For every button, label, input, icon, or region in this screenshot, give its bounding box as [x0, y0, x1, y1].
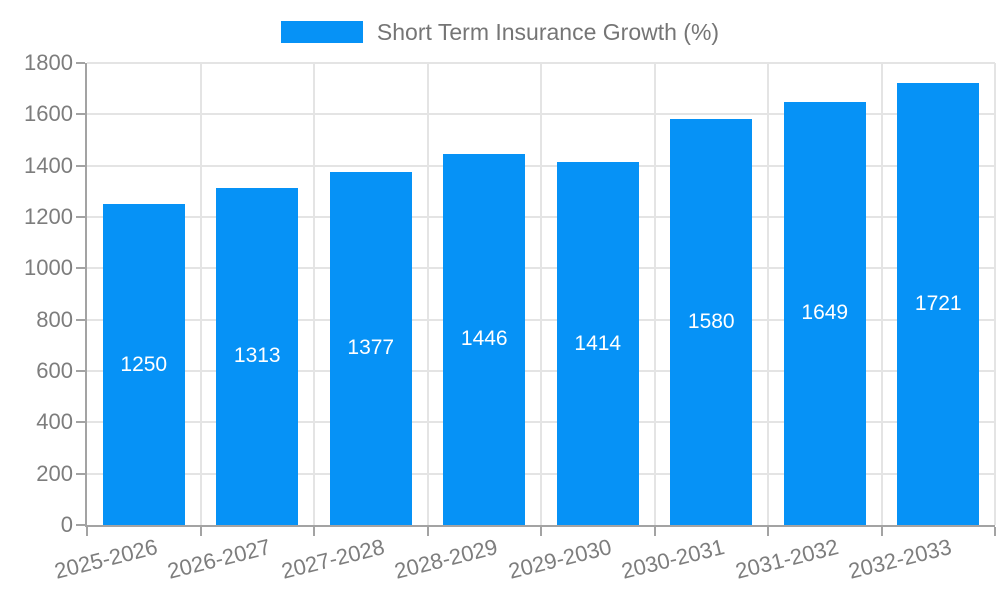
x-gridline: [199, 63, 202, 525]
x-axis-label: 2025-2026: [51, 534, 160, 584]
bar-value-label: 1377: [347, 336, 395, 360]
y-tick-mark: [76, 216, 85, 218]
y-tick-mark: [76, 113, 85, 116]
y-axis-label: 1000: [24, 255, 73, 281]
bar-value-label: 1721: [914, 292, 962, 316]
x-tick-mark: [199, 527, 202, 536]
bar: [783, 101, 866, 525]
x-axis-label: 2031-2032: [732, 534, 841, 584]
y-axis-label: 600: [36, 358, 73, 383]
bar: [102, 204, 185, 525]
y-tick-mark: [76, 62, 85, 64]
x-gridline: [767, 63, 769, 525]
y-tick-mark: [76, 472, 85, 475]
bar: [670, 119, 753, 525]
x-axis-label: 2029-2030: [505, 534, 614, 584]
y-axis-label: 400: [36, 409, 73, 435]
x-tick-mark: [653, 527, 656, 536]
legend-label: Short Term Insurance Growth (%): [376, 18, 720, 45]
x-tick-mark: [540, 527, 542, 536]
x-gridline: [540, 63, 542, 525]
y-tick-mark: [76, 318, 85, 321]
bar-value-label: 1446: [460, 327, 508, 351]
legend[interactable]: Short Term Insurance Growth (%): [0, 18, 1000, 46]
x-gridline: [426, 63, 429, 525]
bar: [329, 171, 412, 525]
x-gridline: [880, 63, 883, 525]
x-gridline: [653, 63, 656, 525]
bar-value-label: 1414: [574, 331, 622, 355]
y-axis-label: 0: [60, 512, 73, 537]
y-tick-mark: [76, 421, 85, 424]
x-tick-mark: [767, 527, 769, 536]
bar-value-label: 1649: [801, 301, 849, 325]
y-tick-mark: [76, 164, 85, 167]
y-axis-label: 800: [36, 306, 73, 332]
y-axis-label: 1200: [24, 204, 73, 229]
y-tick-mark: [76, 370, 85, 372]
bar-value-label: 1313: [233, 344, 281, 368]
bar-value-label: 1250: [120, 352, 168, 376]
y-axis-label: 1800: [24, 50, 73, 75]
y-axis-label: 1400: [24, 152, 73, 178]
bar: [556, 162, 639, 525]
bar: [443, 153, 526, 525]
x-tick-mark: [426, 527, 429, 536]
x-axis-label: 2027-2028: [278, 534, 387, 584]
x-axis-label: 2032-2033: [845, 534, 955, 584]
x-tick-mark: [86, 527, 88, 536]
legend-swatch-icon: [280, 21, 363, 43]
y-tick-mark: [76, 267, 85, 270]
y-axis-label: 1600: [24, 101, 73, 127]
x-axis-label: 2030-2031: [618, 534, 728, 584]
x-tick-mark: [880, 527, 883, 536]
x-tick-mark: [994, 527, 996, 536]
x-axis-label: 2028-2029: [391, 534, 501, 584]
x-gridline: [313, 63, 315, 525]
bar: [897, 83, 980, 525]
bar: [216, 188, 299, 525]
x-gridline: [994, 63, 996, 525]
x-tick-mark: [313, 527, 315, 536]
bar-value-label: 1580: [687, 310, 735, 334]
y-tick-mark: [76, 524, 85, 526]
y-axis-label: 200: [36, 460, 73, 486]
x-axis-label: 2026-2027: [164, 534, 274, 584]
plot-area: 0 200 400 600 800 1000 1200 1400 1600 1800 1250 202…: [24, 50, 996, 584]
